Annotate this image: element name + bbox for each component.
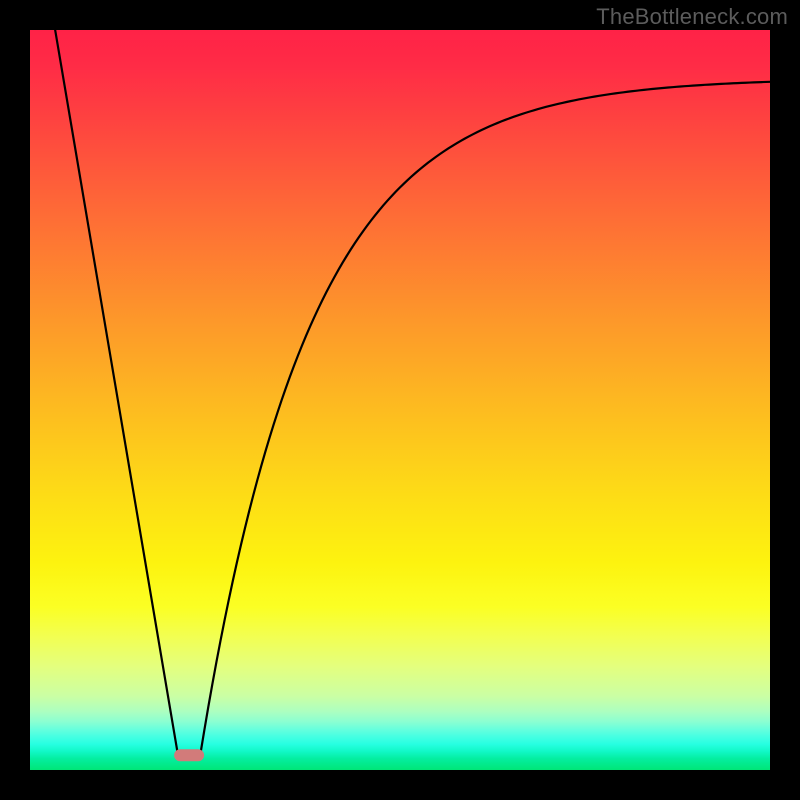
chart-container: TheBottleneck.com [0, 0, 800, 800]
chart-svg [0, 0, 800, 800]
plot-area [30, 30, 770, 770]
watermark-text: TheBottleneck.com [596, 4, 788, 30]
valley-marker [174, 749, 204, 761]
